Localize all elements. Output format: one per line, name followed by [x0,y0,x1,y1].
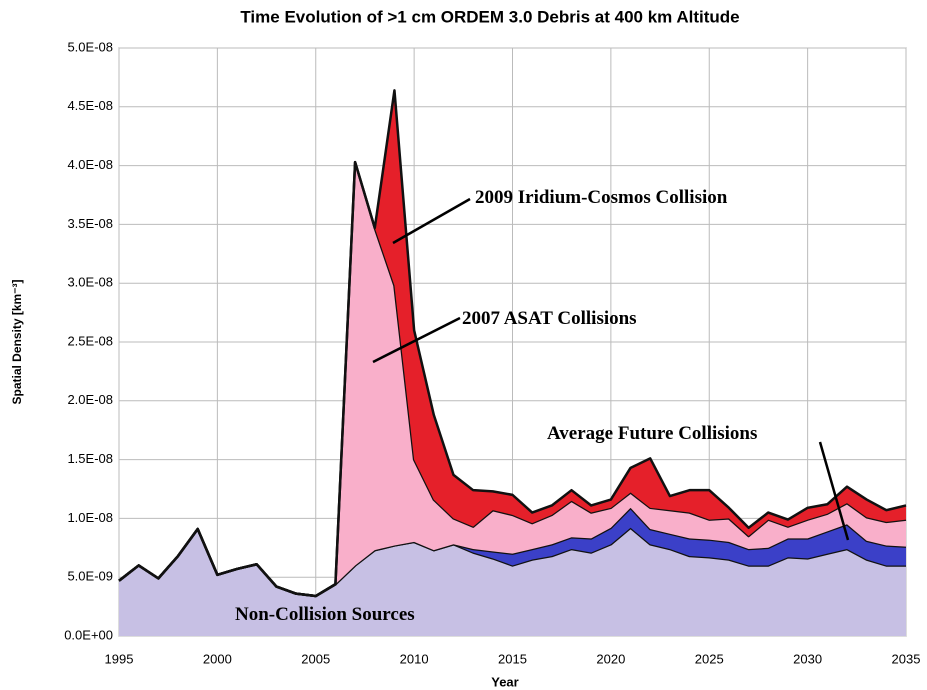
areas [118,89,907,636]
y-tick-label: 4.0E-08 [67,157,113,172]
y-tick-label: 1.5E-08 [67,451,113,466]
y-tick-label: 0.0E+00 [64,627,113,642]
series-label: Average Future Collisions [547,423,757,444]
annotations: Non-Collision Sources Average Future Coll… [235,187,850,625]
arrow [372,316,461,364]
x-tick-label: 2000 [203,651,232,666]
x-tick-label: 2010 [400,651,429,666]
y-tick-label: 3.0E-08 [67,275,113,290]
x-tick-label: 2035 [892,651,921,666]
x-tick-label: 2015 [498,651,527,666]
y-tick-label: 5.0E-08 [67,39,113,54]
arrow [818,441,850,541]
area [119,527,906,636]
series-label: Non-Collision Sources [235,604,415,625]
y-tick-label: 2.0E-08 [67,392,113,407]
series-label: 2007 ASAT Collisions [462,308,637,329]
y-tick-label: 5.0E-09 [67,569,113,584]
y-tick-label: 3.5E-08 [67,216,113,231]
y-tick-label: 4.5E-08 [67,98,113,113]
area-edge [118,89,907,598]
y-axis-label: Spatial Density [km⁻³] [10,279,24,404]
y-tick-label: 1.0E-08 [67,510,113,525]
y-tick-label: 2.5E-08 [67,333,113,348]
x-axis-label: Year [491,674,518,689]
series-label: 2009 Iridium-Cosmos Collision [475,187,728,208]
x-tick-label: 2025 [695,651,724,666]
x-tick-label: 2005 [301,651,330,666]
chart-title: Time Evolution of >1 cm ORDEM 3.0 Debris… [240,7,739,26]
x-tick-label: 1995 [105,651,134,666]
x-tick-label: 2020 [596,651,625,666]
x-tick-label: 2030 [793,651,822,666]
arrow [392,197,471,245]
area [119,507,906,597]
